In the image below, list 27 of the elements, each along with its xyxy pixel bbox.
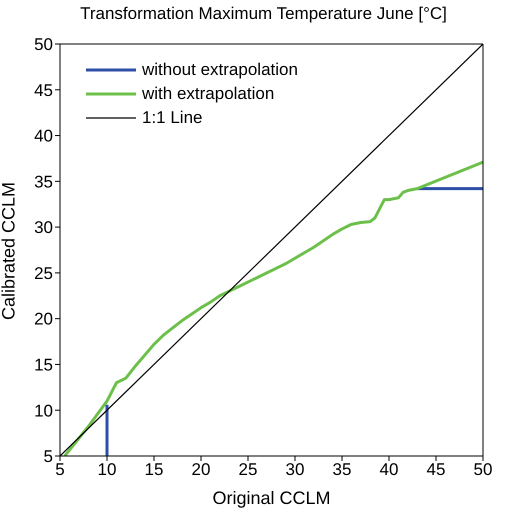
x-tick-label: 15 <box>144 460 164 480</box>
legend-label: 1:1 Line <box>142 107 202 129</box>
x-tick-label: 50 <box>474 460 492 480</box>
y-tick-label: 35 <box>34 172 53 192</box>
x-tick-label: 45 <box>426 460 446 480</box>
y-tick-label: 20 <box>34 310 53 329</box>
y-tick-label: 15 <box>34 355 53 374</box>
x-axis-title: Original CCLM <box>212 488 331 508</box>
x-tick-label: 30 <box>286 460 304 480</box>
x-tick-label: 5 <box>55 460 65 480</box>
y-tick-label: 40 <box>34 126 53 146</box>
y-tick-label: 45 <box>34 80 53 100</box>
x-tick-label: 10 <box>98 460 116 480</box>
y-tick-label: 5 <box>44 447 53 466</box>
x-tick-label: 25 <box>238 460 258 480</box>
y-tick-label: 25 <box>34 264 53 283</box>
line-series <box>63 160 483 456</box>
y-tick-label: 50 <box>34 35 53 54</box>
x-tick-label: 40 <box>380 460 398 480</box>
x-tick-label: 35 <box>332 460 352 480</box>
legend-label: with extrapolation <box>142 83 274 105</box>
legend-label: without extrapolation <box>142 59 298 81</box>
x-tick-label: 20 <box>192 460 210 480</box>
chart-title: Transformation Maximum Temperature June [°C] <box>79 3 448 25</box>
y-axis-title: Calibrated CCLM <box>0 182 18 320</box>
y-tick-label: 30 <box>34 218 53 238</box>
y-tick-label: 10 <box>34 401 53 420</box>
